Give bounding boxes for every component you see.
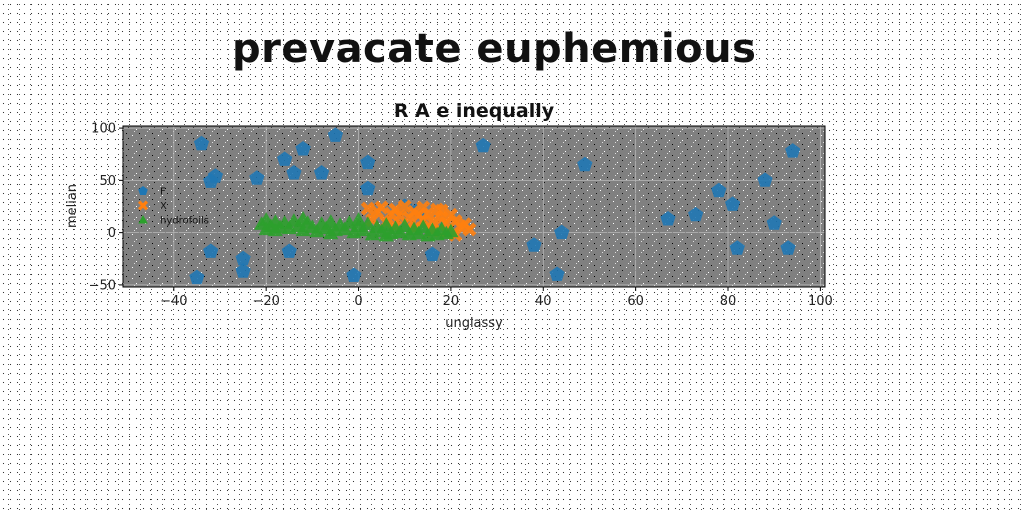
axis-ticks: −40 −20 0 20 40 60 80 100 −50 0 50 100 (89, 122, 833, 309)
data-point (189, 269, 205, 285)
legend-marker (138, 215, 148, 224)
legend-label: F (160, 187, 166, 198)
x-tick-label: 0 (354, 294, 362, 309)
data-point (360, 180, 376, 196)
y-tick-label: 100 (91, 122, 116, 137)
x-tick-label: −40 (160, 294, 187, 309)
data-point (711, 182, 727, 198)
data-point (286, 165, 302, 180)
data-point (350, 212, 367, 226)
data-point (462, 222, 477, 237)
plot-noise (123, 126, 825, 287)
page-title: prevacate euphemious (232, 26, 757, 72)
data-point (378, 227, 394, 242)
data-point (554, 224, 570, 240)
data-point (424, 246, 440, 262)
data-point (203, 243, 219, 258)
plot-frame (122, 125, 826, 288)
legend-label: X (160, 201, 167, 212)
legend-marker (138, 186, 148, 195)
data-point (295, 141, 311, 156)
data-point (314, 165, 330, 180)
data-point (757, 172, 773, 187)
y-tick-label: 0 (108, 226, 116, 241)
data-point (327, 127, 344, 142)
data-point (434, 203, 449, 218)
data-point (416, 200, 431, 215)
data-point (203, 173, 219, 188)
x-tick-label: 20 (443, 294, 460, 309)
data-point (393, 208, 408, 223)
data-point (577, 156, 593, 172)
data-point (785, 143, 801, 158)
x-tick-label: −20 (252, 294, 279, 309)
x-tick-label: 60 (627, 294, 644, 309)
data-point (443, 223, 459, 238)
x-axis-label: unglassy (445, 316, 503, 331)
data-point (549, 266, 565, 281)
data-point (526, 237, 542, 252)
y-tick-label: 50 (99, 174, 116, 189)
x-tick-label: 80 (720, 294, 737, 309)
data-point (360, 216, 376, 230)
legend-label: hydrofoils (160, 216, 209, 227)
data-points (189, 127, 801, 285)
data-point (360, 154, 376, 170)
legend-marker (138, 200, 148, 211)
x-tick-label: 40 (535, 294, 552, 309)
data-point (360, 201, 375, 216)
data-point (277, 151, 293, 166)
data-point (729, 240, 745, 255)
y-axis-label: melian (65, 184, 80, 228)
data-point (397, 199, 412, 214)
series-3 (254, 211, 459, 242)
data-point (688, 206, 704, 222)
data-point (235, 263, 251, 278)
data-point (766, 215, 782, 230)
data-point (323, 225, 339, 240)
data-point (281, 243, 297, 258)
data-point (475, 137, 491, 153)
data-point (660, 211, 676, 226)
data-point (725, 196, 741, 211)
data-point (193, 135, 210, 151)
data-point (346, 267, 362, 282)
y-tick-label: −50 (89, 278, 116, 293)
data-point (249, 170, 265, 185)
data-point (235, 250, 251, 266)
data-point (295, 211, 311, 225)
chart-title: R A e inequally (394, 100, 555, 122)
data-point (780, 240, 796, 255)
data-point (267, 222, 283, 237)
x-tick-label: 100 (808, 294, 833, 309)
